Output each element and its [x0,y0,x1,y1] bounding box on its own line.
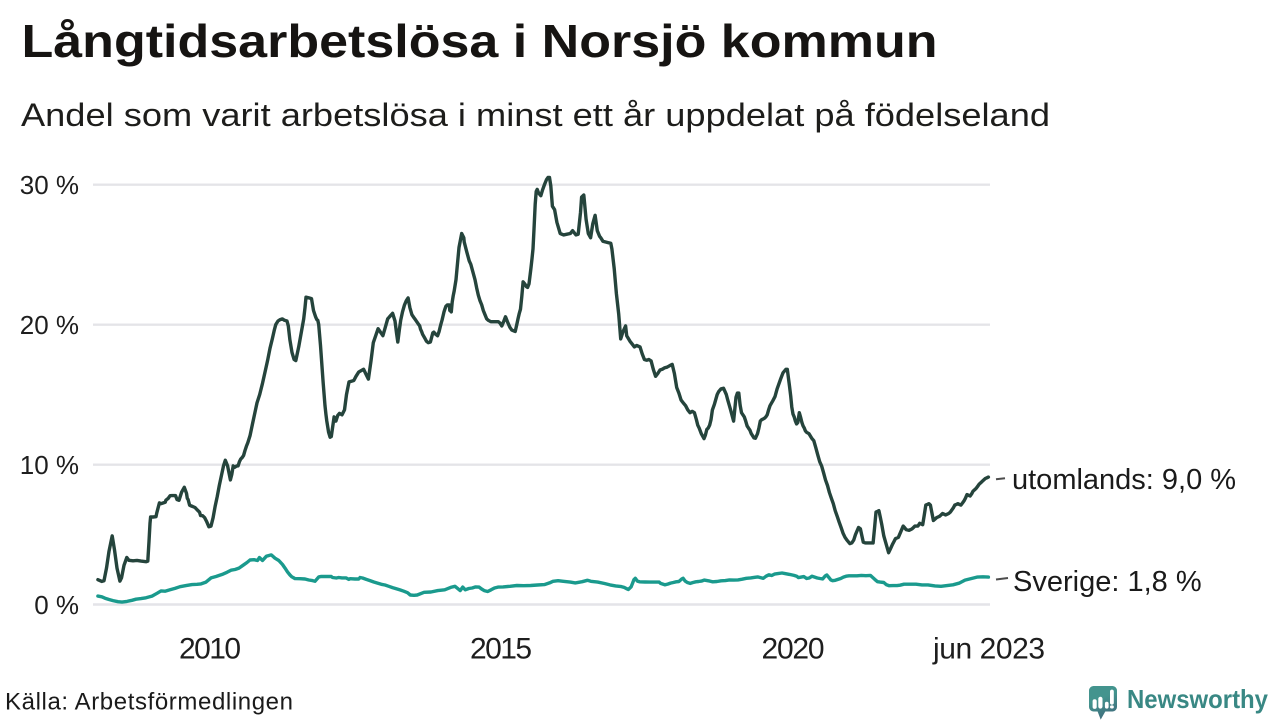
svg-text:2015: 2015 [470,633,532,666]
svg-text:utomlands: 9,0 %: utomlands: 9,0 % [1012,464,1236,496]
svg-text:Källa: Arbetsförmedlingen: Källa: Arbetsförmedlingen [5,689,293,716]
svg-text:0 %: 0 % [34,590,79,620]
svg-text:Långtidsarbetslösa i Norsjö ko: Långtidsarbetslösa i Norsjö kommun [22,15,938,67]
svg-text:Newsworthy: Newsworthy [1127,684,1268,714]
svg-text:2010: 2010 [179,633,241,666]
svg-text:30 %: 30 % [20,170,79,200]
svg-text:Sverige: 1,8 %: Sverige: 1,8 % [1013,566,1202,598]
svg-text:jun 2023: jun 2023 [932,633,1045,666]
svg-text:10 %: 10 % [20,450,79,480]
svg-text:Andel som varit arbetslösa i m: Andel som varit arbetslösa i minst ett å… [21,97,1050,133]
svg-text:2020: 2020 [762,633,825,666]
svg-text:20 %: 20 % [20,310,79,340]
